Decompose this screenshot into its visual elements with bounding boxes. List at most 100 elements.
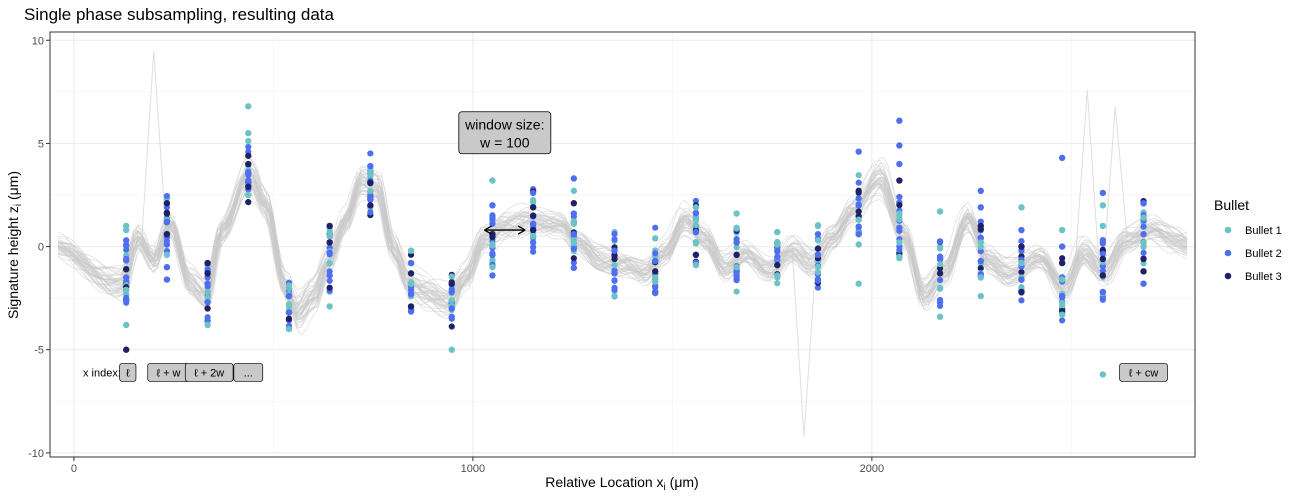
data-point-bullet-1 xyxy=(245,137,252,145)
data-point-bullet-2 xyxy=(855,230,862,238)
data-point-bullet-2 xyxy=(204,299,211,306)
data-point-bullet-2 xyxy=(896,224,903,232)
data-point-bullet-1 xyxy=(855,172,862,179)
data-point-bullet-3 xyxy=(1058,259,1066,267)
data-point-bullet-3 xyxy=(1018,288,1025,296)
data-point-bullet-1 xyxy=(774,241,781,248)
data-point-bullet-1 xyxy=(489,241,496,248)
data-point-bullet-2 xyxy=(326,272,333,279)
data-point-bullet-1 xyxy=(489,263,496,271)
data-point-bullet-2 xyxy=(367,162,374,170)
data-point-bullet-1 xyxy=(285,284,293,292)
data-point-bullet-3 xyxy=(814,245,822,252)
data-point-bullet-1 xyxy=(1018,259,1025,267)
data-point-bullet-2 xyxy=(448,288,455,296)
data-point-bullet-2 xyxy=(814,251,822,259)
data-point-bullet-2 xyxy=(489,215,496,223)
data-point-bullet-1 xyxy=(285,301,293,308)
index-label: ℓ + w xyxy=(156,367,180,379)
data-point-bullet-2 xyxy=(855,148,862,155)
data-point-bullet-2 xyxy=(570,175,578,182)
data-point-bullet-1 xyxy=(204,321,211,329)
data-point-bullet-3 xyxy=(489,230,496,238)
data-point-bullet-1 xyxy=(977,239,984,246)
data-point-bullet-1 xyxy=(448,297,455,304)
data-point-bullet-2 xyxy=(814,230,822,238)
data-point-bullet-2 xyxy=(285,309,293,316)
data-point-bullet-2 xyxy=(936,253,944,261)
plot-panel xyxy=(50,32,1195,457)
index-label: ℓ xyxy=(126,367,130,379)
legend-swatch-bullet-1 xyxy=(1224,226,1232,234)
data-point-bullet-2 xyxy=(1058,154,1066,162)
data-point-bullet-3 xyxy=(1018,269,1025,276)
data-point-bullet-1 xyxy=(326,232,333,239)
data-point-bullet-2 xyxy=(977,218,984,225)
data-point-bullet-3 xyxy=(367,179,374,186)
data-point-bullet-1 xyxy=(1099,222,1107,230)
data-point-bullet-1 xyxy=(367,187,374,195)
data-point-bullet-1 xyxy=(1018,284,1025,291)
data-point-bullet-2 xyxy=(1099,267,1106,274)
data-point-bullet-1 xyxy=(936,261,944,268)
data-point-bullet-1 xyxy=(855,216,862,223)
data-point-bullet-1 xyxy=(692,221,700,229)
data-point-bullet-1 xyxy=(692,261,700,269)
data-point-bullet-3 xyxy=(896,177,903,184)
data-point-bullet-2 xyxy=(204,280,211,287)
legend: Bullet Bullet 1 Bullet 2 Bullet 3 xyxy=(1214,197,1282,283)
data-point-bullet-2 xyxy=(936,276,944,284)
data-point-bullet-2 xyxy=(163,218,171,226)
data-point-bullet-2 xyxy=(530,244,537,251)
data-point-bullet-1 xyxy=(936,245,944,252)
data-point-bullet-3 xyxy=(245,183,252,190)
data-point-bullet-1 xyxy=(774,228,781,236)
x-tick-label: 2000 xyxy=(860,463,884,475)
data-point-bullet-3 xyxy=(936,270,944,277)
data-point-bullet-1 xyxy=(123,226,130,234)
data-point-bullet-2 xyxy=(245,143,252,151)
data-point-bullet-2 xyxy=(1099,239,1107,246)
data-point-bullet-1 xyxy=(814,263,822,270)
data-point-bullet-3 xyxy=(407,270,415,277)
y-tick-label: -5 xyxy=(34,345,44,357)
data-point-bullet-2 xyxy=(570,259,577,266)
data-point-bullet-2 xyxy=(326,249,333,256)
legend-label-bullet-1: Bullet 1 xyxy=(1245,225,1282,237)
data-point-bullet-2 xyxy=(570,245,577,252)
data-point-bullet-3 xyxy=(204,259,211,267)
data-point-bullet-3 xyxy=(570,200,578,207)
data-point-bullet-2 xyxy=(733,239,740,246)
data-point-bullet-1 xyxy=(692,204,700,211)
background-curve-spike xyxy=(1074,89,1100,270)
panel-border xyxy=(49,31,1196,458)
data-point-bullet-2 xyxy=(163,276,171,283)
data-point-bullet-2 xyxy=(855,224,862,231)
data-point-bullet-2 xyxy=(977,187,984,195)
data-point-bullet-2 xyxy=(977,248,984,255)
data-point-bullet-1 xyxy=(448,273,455,280)
data-point-bullet-1 xyxy=(489,177,496,184)
window-size-line-1: window size: xyxy=(464,117,544,133)
data-point-bullet-1 xyxy=(1099,202,1107,209)
data-point-bullet-3 xyxy=(407,303,415,310)
data-point-bullet-2 xyxy=(448,315,455,322)
data-point-bullet-3 xyxy=(448,280,455,287)
data-point-bullet-1 xyxy=(1140,243,1147,250)
data-point-bullet-2 xyxy=(896,160,903,168)
data-point-bullet-1 xyxy=(733,263,740,271)
data-point-bullet-2 xyxy=(367,195,374,203)
data-point-bullet-2 xyxy=(1140,280,1147,287)
data-point-bullet-2 xyxy=(896,246,903,253)
background-curve-spike xyxy=(141,50,167,240)
data-point-bullet-2 xyxy=(1018,276,1025,283)
index-label: ℓ + 2w xyxy=(194,367,224,379)
data-point-bullet-2 xyxy=(489,220,496,228)
data-point-bullet-3 xyxy=(326,284,333,291)
legend-swatch-bullet-3 xyxy=(1224,272,1232,280)
data-point-bullet-3 xyxy=(123,346,130,353)
data-point-bullet-2 xyxy=(611,270,618,277)
data-point-bullet-2 xyxy=(163,241,171,248)
data-point-bullet-3 xyxy=(1099,272,1107,279)
data-point-bullet-2 xyxy=(855,195,862,202)
